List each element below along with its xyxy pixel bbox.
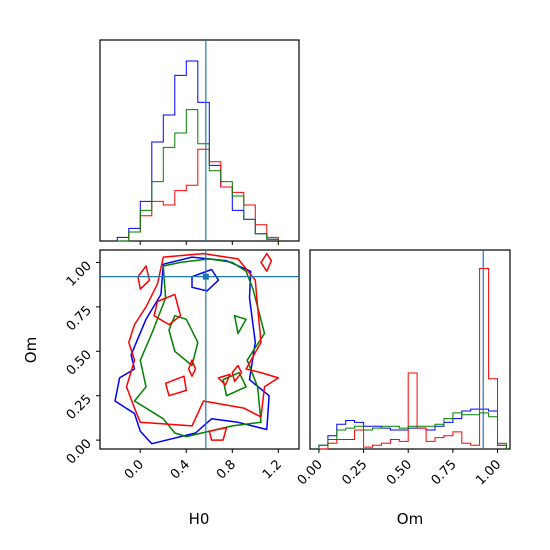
contour-2-6	[187, 359, 197, 377]
om-histogram-0	[318, 408, 507, 449]
h0-histogram-2	[117, 109, 279, 242]
om-x-tick-label-2: 0.50	[384, 457, 415, 488]
contour-2-8	[208, 426, 228, 441]
h0-om-contour-panel	[99, 249, 300, 450]
contour-2-0	[125, 252, 280, 427]
om-y-tick-label-4: 1.00	[64, 259, 95, 290]
om-histogram-2	[318, 412, 507, 449]
contour-2-5	[217, 373, 231, 386]
om-x-tick-label-0: 0.00	[295, 457, 326, 488]
om-x-tick-label-1: 0.25	[339, 457, 370, 488]
x-axis-label-om: Om	[397, 510, 423, 528]
contour-2-3	[137, 265, 151, 290]
axis-ticks: 0.0 0.4 0.8 1.2 0.00 0.00 0.25 0.25 0.50 0.50 0.75…	[64, 241, 504, 488]
truth-lines	[100, 40, 484, 449]
h0-histogram-1	[117, 148, 279, 242]
om-histogram-series	[318, 268, 507, 450]
h0-histogram-series	[116, 60, 279, 242]
contour-2-1	[153, 293, 182, 326]
om-x-tick-label-3: 0.75	[429, 457, 460, 488]
om-y-tick-label-2: 0.50	[64, 347, 95, 378]
truth-point	[202, 273, 209, 280]
h0-tick-label-1: 0.4	[168, 457, 193, 482]
h0-tick-label-0: 0.0	[122, 457, 147, 482]
h0-tick-label-3: 1.2	[260, 457, 285, 482]
om-x-tick-label-4: 1.00	[473, 457, 504, 488]
h0-tick-label-2: 0.8	[214, 457, 239, 482]
om-y-tick-label-3: 0.75	[64, 303, 95, 334]
om-y-tick-label-1: 0.25	[64, 392, 95, 423]
contour-1-1	[168, 314, 199, 367]
contour-2-2	[260, 252, 273, 273]
om-histogram-panel	[309, 249, 511, 450]
contour-series	[114, 252, 280, 445]
contour-1-0	[133, 258, 266, 438]
x-axis-label-h0: H0	[189, 510, 210, 528]
y-axis-label-om: Om	[22, 337, 40, 363]
contour-2-4	[164, 375, 188, 397]
om-histogram-1	[318, 268, 507, 450]
contour-1-3	[222, 371, 247, 397]
contour-2-7	[231, 364, 243, 383]
h0-histogram-panel	[99, 39, 300, 242]
om-y-tick-label-0: 0.00	[64, 436, 95, 467]
contour-0-1	[191, 268, 220, 292]
contour-1-2	[233, 314, 247, 335]
